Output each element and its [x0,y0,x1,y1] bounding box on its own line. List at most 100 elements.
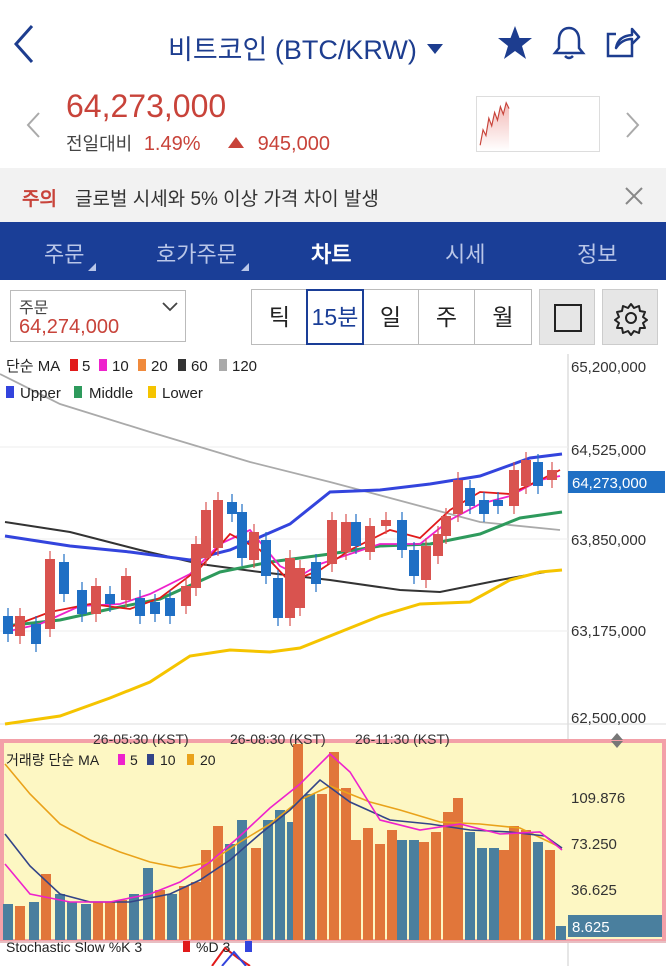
volume-bar [556,926,566,940]
vol-ma10-line [4,778,563,903]
candle-body [285,558,295,618]
volume-bar [275,810,285,940]
candle-body [150,602,160,614]
interval-15min[interactable]: 15분 [306,289,364,345]
interval-month[interactable]: 월 [474,289,532,345]
prev-arrow-icon[interactable] [24,110,44,140]
candle-body [31,624,41,644]
back-icon[interactable] [10,22,40,66]
close-icon[interactable] [622,184,646,208]
order-value: 64,274,000 [19,316,120,338]
tab-order[interactable]: 주문 [44,237,97,271]
vol-ma20-label: 20 [200,752,216,768]
notice-message: 글로벌 시세와 5% 이상 가격 차이 발생 [75,189,379,210]
current-price-tag: 64,273,000 [572,475,647,492]
candle-body [249,532,259,560]
candle-body [227,502,237,514]
ma10-label: 10 [112,358,129,375]
ma120-swatch [219,359,227,371]
volume-bar [55,894,65,940]
tab-info[interactable]: 정보 [577,242,618,267]
volume-panel-highlight [0,739,666,943]
change-label: 전일대비 [66,134,133,154]
panel-resize-icon[interactable] [611,733,623,748]
top-bar: 비트코인 (BTC/KRW) [0,0,666,90]
candle-body [509,470,519,506]
price-chart[interactable]: 단순 MA 5 10 20 60 120 Upper Middle Lower … [0,354,666,966]
interval-week[interactable]: 주 [418,289,475,345]
volume-bar [129,894,139,940]
volume-bar [143,868,153,940]
candle-body [381,520,391,526]
volume-axis-label: 36.625 [571,882,617,899]
candle-body [45,559,55,629]
ma5-label: 5 [82,358,90,375]
candle-body [91,586,101,614]
price-axis-label: 63,175,000 [571,623,646,640]
price-change: 전일대비 1.49% 945,000 [66,130,330,156]
lower-swatch [148,386,156,398]
volume-bar [117,900,127,940]
ma60-label: 60 [191,358,208,375]
star-icon[interactable] [496,24,534,62]
tab-orderbook-order[interactable]: 호가주문 [156,237,249,271]
ma5-swatch [70,359,78,371]
candle-body [453,480,463,514]
fullscreen-button[interactable] [539,289,595,345]
warning-notice: 주의 글로벌 시세와 5% 이상 가격 차이 발생 [0,168,666,222]
current-price-tag-bg [568,471,665,493]
chevron-down-icon [162,302,178,312]
up-triangle-icon [228,137,245,148]
chart-toolbar: 주문 64,274,000 틱 15분 일 주 월 [0,280,666,354]
volume-bar [167,894,177,940]
next-arrow-icon[interactable] [622,110,642,140]
upper-band [4,452,563,562]
upper-label: Upper [20,385,61,402]
candle-body [295,568,305,608]
market-title-text: 비트코인 (BTC/KRW) [168,35,417,65]
volume-bar [499,850,509,940]
volume-bar [409,840,419,940]
bell-icon[interactable] [550,24,588,62]
price-axis-label: 65,200,000 [571,359,646,376]
share-icon[interactable] [604,24,642,62]
candle-body [421,546,431,580]
volume-bar [287,822,297,940]
volume-bar [105,902,115,940]
stoch-k-swatch [183,941,190,952]
vol-ma5-line [4,752,563,903]
time-label: 26-08:30 (KST) [230,731,326,747]
interval-day[interactable]: 일 [362,289,419,345]
candle-body [201,510,211,558]
order-price-select[interactable]: 주문 64,274,000 [10,290,186,342]
tab-chart[interactable]: 차트 [311,242,352,267]
candle-body [479,500,489,514]
ma60-swatch [178,359,186,371]
volume-legend-label: 거래량 단순 MA [6,752,100,768]
interval-tick[interactable]: 틱 [251,289,308,345]
volume-axis-label: 73.250 [571,836,617,853]
volume-bar [489,848,499,940]
volume-bar [213,826,223,940]
ma120-label: 120 [232,358,257,375]
vol-ma5-swatch [118,754,125,765]
candle-body [237,512,247,558]
volume-bar [15,906,25,940]
stochastic-legend: Stochastic Slow %K 3 [6,939,142,955]
upper-swatch [6,386,14,398]
volume-bar [317,794,327,940]
ma20-swatch [138,359,146,371]
volume-bar [387,830,397,940]
market-title[interactable]: 비트코인 (BTC/KRW) [168,28,443,67]
volume-bar [237,820,247,940]
volume-bar [521,830,531,940]
mini-chart[interactable] [476,96,600,152]
settings-button[interactable] [602,289,658,345]
candle-body [135,598,145,616]
candle-body [261,540,271,576]
volume-bar [453,798,463,940]
volume-bar [419,842,429,940]
tab-quotes[interactable]: 시세 [445,242,486,267]
volume-bar [191,882,201,940]
volume-bar [545,850,555,940]
